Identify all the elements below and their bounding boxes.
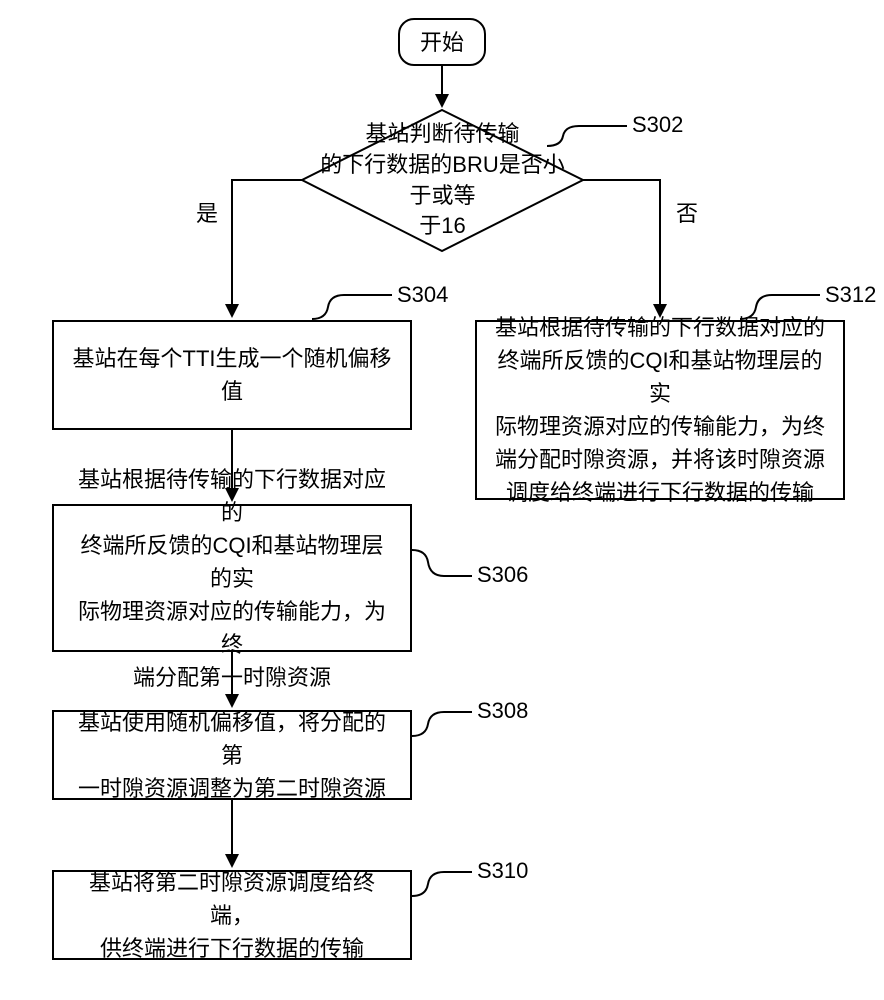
box-s304-text: 基站在每个TTI生成一个随机偏移值 (72, 342, 392, 408)
start-text: 开始 (420, 26, 464, 59)
label-s312-text: S312 (825, 282, 876, 307)
callout-s310 (412, 870, 472, 900)
arrow-start-decision (441, 66, 443, 96)
callout-s306 (412, 546, 472, 578)
label-s304: S304 (397, 282, 448, 308)
box-s308-text: 基站使用随机偏移值，将分配的第 一时隙资源调整为第二时隙资源 (72, 706, 392, 805)
label-no-text: 否 (676, 201, 698, 226)
box-s306: 基站根据待传输的下行数据对应的 终端所反馈的CQI和基站物理层的实 际物理资源对… (52, 504, 412, 652)
callout-s304 (312, 293, 392, 321)
callout-s312 (740, 293, 820, 321)
line-decision-left-v (231, 179, 233, 306)
line-decision-right-h (583, 179, 661, 181)
callout-s302 (547, 124, 627, 152)
label-s308: S308 (477, 698, 528, 724)
box-s312: 基站根据待传输的下行数据对应的 终端所反馈的CQI和基站物理层的实 际物理资源对… (475, 320, 845, 500)
box-s312-text: 基站根据待传输的下行数据对应的 终端所反馈的CQI和基站物理层的实 际物理资源对… (495, 311, 825, 509)
line-decision-left-h (232, 179, 302, 181)
label-s304-text: S304 (397, 282, 448, 307)
box-s308: 基站使用随机偏移值，将分配的第 一时隙资源调整为第二时隙资源 (52, 710, 412, 800)
arrow-head-start-decision (435, 94, 449, 108)
box-s304: 基站在每个TTI生成一个随机偏移值 (52, 320, 412, 430)
label-s306: S306 (477, 562, 528, 588)
start-node: 开始 (398, 18, 486, 66)
decision-text: 基站判断待传输 的下行数据的BRU是否小于或等 于16 (310, 118, 575, 243)
arrow-s308-s310 (231, 800, 233, 856)
line-decision-right-v (659, 179, 661, 306)
box-s310-text: 基站将第二时隙资源调度给终端， 供终端进行下行数据的传输 (72, 866, 392, 965)
callout-s308 (412, 710, 472, 740)
arrow-s306-s308 (231, 652, 233, 696)
label-s312: S312 (825, 282, 876, 308)
label-s310: S310 (477, 858, 528, 884)
label-s306-text: S306 (477, 562, 528, 587)
label-s308-text: S308 (477, 698, 528, 723)
label-s302-text: S302 (632, 112, 683, 137)
label-yes: 是 (196, 196, 218, 228)
label-s302: S302 (632, 112, 683, 138)
label-s310-text: S310 (477, 858, 528, 883)
label-yes-text: 是 (196, 201, 218, 226)
arrow-head-left (225, 304, 239, 318)
decision-text-content: 基站判断待传输 的下行数据的BRU是否小于或等 于16 (310, 119, 575, 242)
label-no: 否 (676, 196, 698, 228)
box-s310: 基站将第二时隙资源调度给终端， 供终端进行下行数据的传输 (52, 870, 412, 960)
decision-node: 基站判断待传输 的下行数据的BRU是否小于或等 于16 (300, 108, 585, 253)
